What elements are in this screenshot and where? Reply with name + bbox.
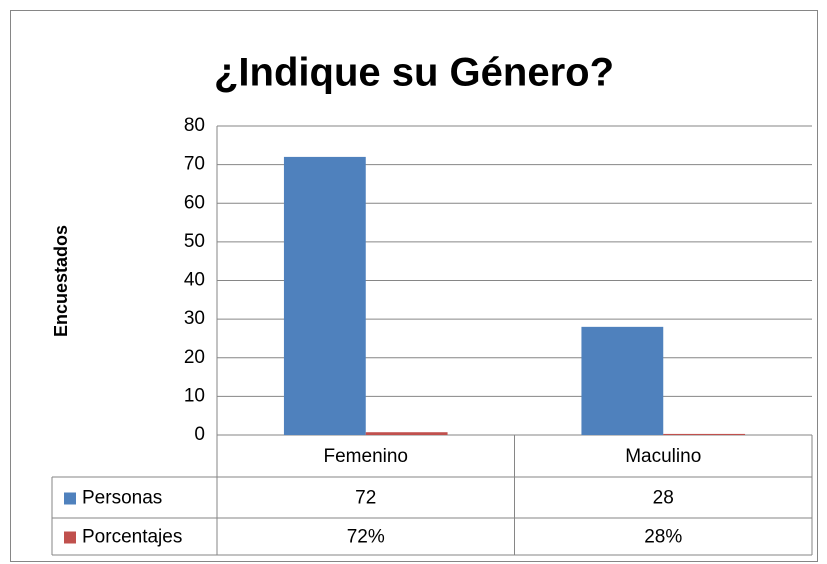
y-tick-label: 40 <box>184 270 205 291</box>
table-value: 28% <box>644 527 682 548</box>
table-value: 28 <box>653 488 674 509</box>
y-tick-label: 0 <box>194 424 205 445</box>
chart-border <box>10 10 818 562</box>
table-value: 72% <box>347 527 385 548</box>
legend-swatch <box>64 492 76 505</box>
chart-title: ¿Indique su Género? <box>214 51 614 95</box>
y-tick-label: 70 <box>184 154 205 175</box>
y-tick-label: 20 <box>184 347 205 368</box>
bar <box>365 432 448 435</box>
x-tick-label: Maculino <box>625 446 701 467</box>
bar <box>581 326 664 435</box>
y-tick-label: 80 <box>184 115 205 136</box>
legend-label: Personas <box>82 488 162 509</box>
bar <box>283 156 366 435</box>
y-axis-label: Encuestados <box>51 225 71 337</box>
bar <box>663 433 746 435</box>
y-tick-label: 50 <box>184 231 205 252</box>
legend-label: Porcentajes <box>82 527 182 548</box>
table-value: 72 <box>355 488 376 509</box>
y-tick-label: 30 <box>184 308 205 329</box>
legend-swatch <box>64 531 76 544</box>
y-tick-label: 60 <box>184 192 205 213</box>
y-tick-label: 10 <box>184 385 205 406</box>
x-tick-label: Femenino <box>324 446 409 467</box>
